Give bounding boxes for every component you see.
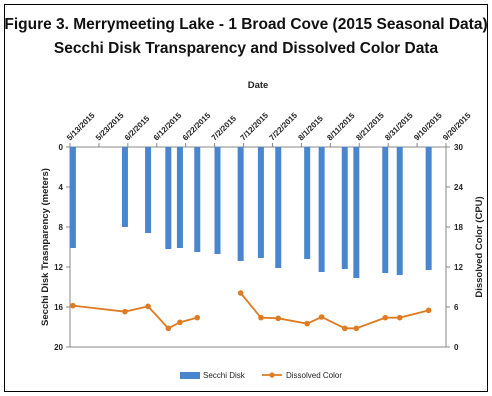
date-tick-label: 7/2/2015 (210, 114, 239, 143)
left-tick-label: 8 (59, 223, 64, 232)
date-tick-label: 8/11/2015 (325, 111, 357, 143)
right-tick-label: 6 (454, 303, 459, 312)
secchi-disk-bar (318, 147, 325, 272)
secchi-disk-bar (425, 147, 432, 270)
date-tick-label: 8/1/2015 (296, 114, 325, 143)
date-tick-label: 7/12/2015 (239, 110, 271, 142)
dissolved-color-point (318, 314, 325, 320)
left-tick-label: 0 (59, 143, 64, 152)
right-tick-label: 24 (454, 183, 463, 192)
right-tick-label: 12 (454, 263, 463, 272)
date-tick-label: 8/31/2015 (383, 110, 415, 142)
right-tick-label: 18 (454, 223, 463, 232)
date-tick-label: 7/22/2015 (268, 110, 300, 142)
figure-frame (4, 4, 488, 392)
dissolved-color-point (177, 319, 183, 326)
date-tick-label: 8/21/2015 (354, 110, 386, 142)
dissolved-color-point (165, 325, 172, 332)
secchi-disk-bar (121, 147, 128, 227)
dissolved-color-point (382, 314, 389, 321)
dissolved-color-line (239, 292, 429, 330)
right-axis-title: Dissolved Color (CPU) (474, 196, 485, 297)
dissolved-color-point (258, 314, 264, 321)
chart-title: Figure 3. Merrymeeting Lake - 1 Broad Co… (4, 16, 488, 33)
secchi-disk-bar (341, 147, 348, 269)
dissolved-color-line (72, 304, 198, 330)
date-tick-label: 5/23/2015 (94, 110, 126, 142)
chart-subtitle: Secchi Disk Transparency and Dissolved C… (53, 40, 439, 57)
legend-label-secchi-disk: Secchi Disk (203, 371, 246, 380)
left-tick-label: 20 (54, 343, 63, 352)
left-tick-label: 12 (54, 263, 63, 272)
right-tick-label: 0 (454, 343, 459, 352)
left-axis-title: Secchi Disk Trasnparency (meters) (40, 168, 51, 326)
secchi-disk-bar (214, 147, 221, 254)
secchi-disk-bar (304, 147, 311, 259)
dissolved-color-point (70, 302, 76, 309)
dissolved-color-point (425, 307, 432, 314)
secchi-disk-bar (353, 147, 360, 278)
secchi-disk-bar (382, 147, 389, 273)
dissolved-color-point (145, 303, 151, 310)
left-tick-label: 16 (54, 303, 63, 312)
legend-marker-dissolved-color (269, 372, 275, 378)
secchi-disk-bar (257, 147, 264, 258)
dissolved-color-point (353, 325, 360, 332)
date-tick-label: 9/20/2015 (441, 110, 473, 142)
dissolved-color-point (341, 325, 348, 332)
legend-label-dissolved-color: Dissolved Color (286, 371, 342, 380)
secchi-disk-bar (69, 147, 76, 248)
date-tick-label: 6/12/2015 (152, 110, 184, 142)
secchi-disk-bar (145, 147, 152, 233)
secchi-disk-bar (194, 147, 201, 252)
dissolved-color-point (237, 290, 244, 296)
dissolved-color-point (194, 314, 201, 321)
dissolved-color-point (122, 308, 128, 315)
dissolved-color-point (396, 314, 403, 321)
secchi-disk-bar (396, 147, 403, 275)
date-tick-label: 5/13/2015 (65, 110, 97, 142)
date-tick-label: 6/2/2015 (123, 114, 152, 143)
date-tick-label: 6/22/2015 (181, 110, 213, 142)
date-tick-label: 9/10/2015 (412, 110, 444, 142)
left-tick-label: 4 (59, 183, 64, 192)
secchi-disk-bar (237, 147, 244, 261)
right-tick-label: 30 (454, 143, 463, 152)
secchi-disk-bar (165, 147, 172, 249)
legend-swatch-secchi-disk (180, 372, 200, 379)
secchi-disk-bar (176, 147, 183, 248)
dissolved-color-point (275, 315, 282, 322)
dissolved-color-point (304, 320, 310, 327)
x-axis-title: Date (248, 80, 269, 91)
secchi-disk-bar (275, 147, 282, 268)
